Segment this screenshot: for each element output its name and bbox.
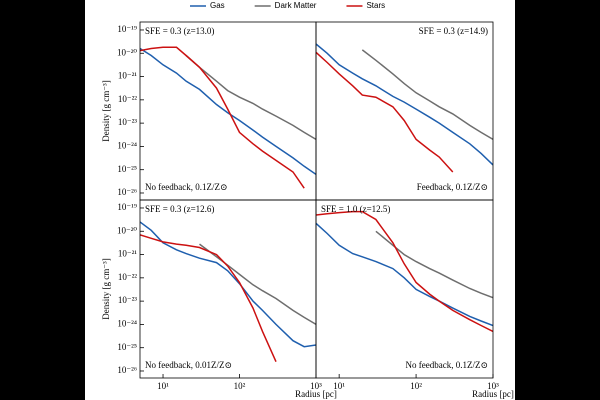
y-tick-label: 10⁻²³ (118, 117, 137, 127)
y-tick-label: 10⁻²⁵ (117, 342, 137, 352)
y-tick-label: 10⁻²⁴ (117, 140, 137, 150)
series-line (316, 222, 493, 327)
legend-label: Gas (210, 1, 225, 10)
panel-note: No feedback, 0.01Z/Z⊙ (145, 360, 232, 370)
y-tick-label: 10⁻¹⁹ (117, 202, 137, 212)
legend-label: Stars (366, 1, 385, 10)
x-tick-label: 10³ (487, 381, 499, 391)
x-tick-label: 10¹ (157, 381, 169, 391)
y-axis-label: Density [g cm⁻³] (101, 258, 111, 319)
panel-frame (315, 199, 494, 379)
x-tick-label: 10³ (310, 381, 322, 391)
panel-title: SFE = 0.3 (z=13.0) (145, 26, 214, 36)
panel-note: No feedback, 0.1Z/Z⊙ (145, 182, 228, 192)
y-tick-label: 10⁻²² (118, 94, 137, 104)
series-line (140, 47, 316, 176)
y-tick-label: 10⁻¹⁹ (117, 24, 137, 34)
y-tick-label: 10⁻²⁰ (117, 225, 137, 235)
x-tick-label: 10² (234, 381, 246, 391)
series-line (316, 210, 493, 333)
y-axis-label: Density [g cm⁻³] (101, 80, 111, 141)
panel-note: No feedback, 0.1Z/Z⊙ (405, 360, 488, 370)
y-tick-label: 10⁻²² (118, 272, 137, 282)
series-line (361, 49, 493, 141)
y-tick-label: 10⁻²¹ (118, 249, 137, 259)
figure: 10⁻¹⁹ 10⁻²⁰ 10⁻²¹ 10⁻²² 10⁻²³ 10⁻²⁴ 10⁻²⁵ 10⁻²⁶… (85, 0, 515, 400)
x-tick-label: 10² (410, 381, 422, 391)
y-tick-label: 10⁻²¹ (118, 71, 137, 81)
x-tick-label: 10¹ (333, 381, 345, 391)
series-line (185, 54, 316, 141)
series-line (140, 221, 316, 348)
panel-note: Feedback, 0.1Z/Z⊙ (417, 182, 488, 192)
panel-title: SFE = 1.0 (z=12.5) (321, 204, 390, 214)
series-line (316, 51, 454, 173)
y-tick-label: 10⁻²⁰ (117, 47, 137, 57)
y-tick-label: 10⁻²⁵ (117, 164, 137, 174)
series-line (316, 43, 493, 166)
series-line (140, 234, 277, 363)
x-axis-label: Radius [pc] (472, 389, 514, 399)
x-axis-label: Radius [pc] (295, 389, 337, 399)
series-line (140, 46, 305, 189)
panel-frame (315, 21, 494, 201)
legend-label: Dark Matter (275, 1, 317, 10)
y-tick-label: 10⁻²³ (118, 295, 137, 305)
y-tick-label: 10⁻²⁶ (117, 187, 137, 197)
panel-frame (139, 199, 317, 379)
chart: 10⁻¹⁹ 10⁻²⁰ 10⁻²¹ 10⁻²² 10⁻²³ 10⁻²⁴ 10⁻²⁵ 10⁻²⁶… (101, 1, 514, 399)
panel-title: SFE = 0.3 (z=12.6) (145, 204, 214, 214)
series-line (375, 230, 493, 299)
y-tick-label: 10⁻²⁶ (117, 365, 137, 375)
y-tick-label: 10⁻²⁴ (117, 318, 137, 328)
panel-title: SFE = 0.3 (z=14.9) (419, 26, 488, 36)
